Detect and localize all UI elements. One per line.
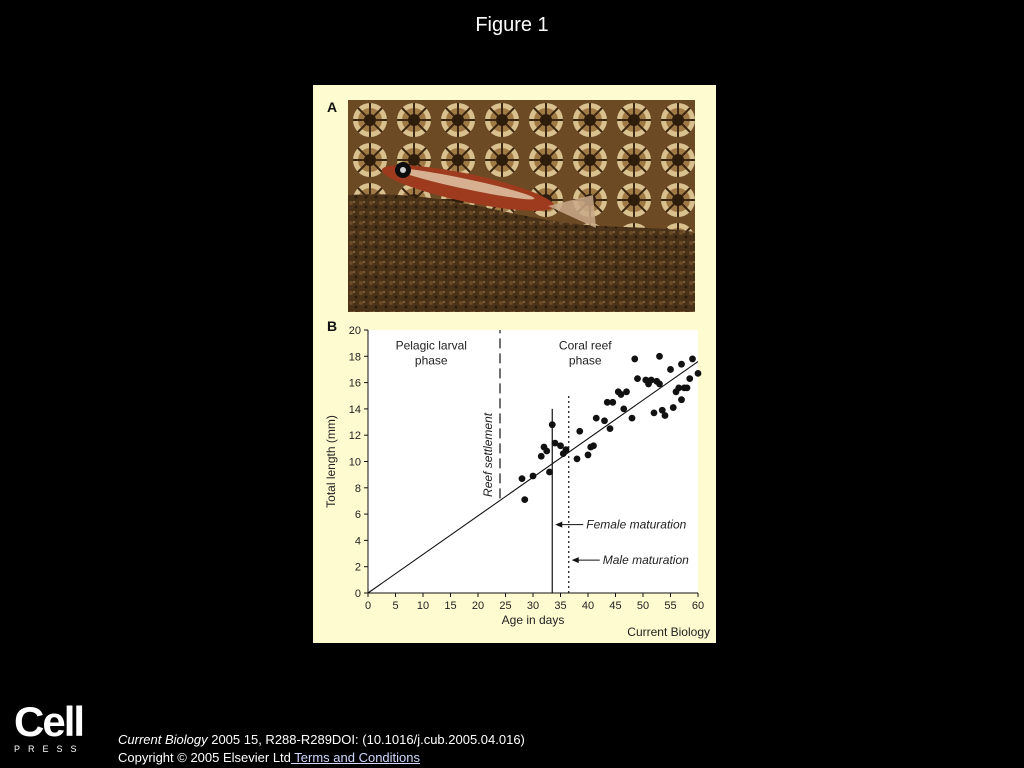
citation: Current Biology 2005 15, R288-R289DOI: (… bbox=[118, 731, 525, 767]
source-label: Current Biology bbox=[627, 625, 710, 639]
goby-on-coral-image bbox=[348, 100, 695, 312]
data-point bbox=[650, 409, 658, 417]
x-tick-label: 30 bbox=[527, 600, 539, 612]
y-axis-label: Total length (mm) bbox=[324, 415, 338, 508]
reef-settlement-label: Reef settlement bbox=[481, 412, 495, 497]
data-point bbox=[689, 355, 696, 363]
x-tick-label: 40 bbox=[582, 600, 594, 612]
data-point bbox=[675, 384, 683, 392]
data-point bbox=[546, 468, 553, 476]
x-tick-label: 5 bbox=[392, 600, 398, 612]
data-point bbox=[623, 388, 630, 396]
citation-text: 2005 15, R288-R289DOI: (10.1016/j.cub.20… bbox=[207, 732, 525, 747]
data-point bbox=[634, 375, 641, 383]
data-point bbox=[518, 475, 526, 482]
journal-name: Current Biology bbox=[118, 732, 208, 747]
x-tick-label: 15 bbox=[444, 600, 456, 612]
x-tick-label: 60 bbox=[692, 600, 704, 612]
data-point bbox=[694, 369, 702, 377]
data-point bbox=[576, 427, 584, 435]
data-point bbox=[529, 472, 537, 480]
x-tick-label: 0 bbox=[365, 600, 371, 612]
data-point bbox=[683, 384, 691, 392]
data-point bbox=[521, 496, 529, 504]
y-tick-label: 20 bbox=[349, 325, 361, 337]
data-point bbox=[590, 442, 597, 450]
x-tick-label: 25 bbox=[499, 600, 511, 612]
data-point bbox=[620, 405, 628, 413]
logo-press: PRESS bbox=[14, 744, 85, 754]
x-tick-label: 20 bbox=[472, 600, 484, 612]
data-point bbox=[686, 375, 694, 383]
x-tick-label: 55 bbox=[664, 600, 676, 612]
figure-panel: A bbox=[313, 85, 716, 643]
maturation-label: Male maturation bbox=[603, 553, 689, 567]
data-point bbox=[548, 421, 556, 429]
fish-photo bbox=[348, 100, 695, 312]
y-tick-label: 10 bbox=[349, 457, 361, 469]
copyright-text: Copyright © 2005 Elsevier Ltd bbox=[118, 750, 291, 765]
growth-chart: 0 5 10 15 20 25 30 35 40 45 50 55 60 0 2 4 6 8 10 12 14 16 18… bbox=[324, 325, 704, 627]
data-point bbox=[551, 439, 559, 447]
footer: Cell PRESS Current Biology 2005 15, R288… bbox=[0, 688, 1024, 768]
data-point bbox=[661, 412, 669, 419]
plot-area bbox=[368, 330, 698, 593]
phase-label: phase bbox=[415, 354, 448, 368]
data-point bbox=[606, 425, 614, 433]
x-axis-label: Age in days bbox=[502, 613, 565, 627]
y-tick-label: 4 bbox=[355, 535, 361, 547]
phase-label: Coral reef bbox=[559, 339, 612, 353]
y-tick-label: 0 bbox=[355, 588, 361, 600]
data-point bbox=[573, 455, 581, 463]
y-tick-label: 16 bbox=[349, 378, 361, 390]
phase-label: Pelagic larval bbox=[396, 339, 467, 353]
x-tick-label: 10 bbox=[417, 600, 429, 612]
x-tick-label: 50 bbox=[637, 600, 649, 612]
data-point bbox=[658, 406, 666, 414]
y-tick-label: 8 bbox=[355, 483, 361, 495]
x-tick-label: 45 bbox=[609, 600, 621, 612]
data-point bbox=[656, 352, 663, 360]
data-point bbox=[543, 447, 551, 455]
data-point bbox=[678, 360, 685, 368]
maturation-label: Female maturation bbox=[586, 518, 686, 532]
panel-b-label: B bbox=[327, 318, 338, 334]
data-point bbox=[631, 355, 639, 363]
arrow-head bbox=[555, 521, 563, 528]
data-point bbox=[557, 442, 564, 450]
data-point bbox=[562, 446, 570, 454]
data-point bbox=[609, 398, 617, 406]
y-tick-label: 18 bbox=[349, 351, 361, 363]
data-point bbox=[617, 391, 625, 398]
data-point bbox=[584, 451, 592, 459]
cell-press-logo: Cell PRESS bbox=[14, 698, 85, 755]
y-tick-label: 2 bbox=[355, 562, 361, 574]
data-point bbox=[669, 404, 677, 411]
data-point bbox=[628, 414, 636, 422]
y-tick-label: 14 bbox=[349, 404, 361, 416]
data-point bbox=[592, 414, 600, 422]
panel-a-label: A bbox=[327, 99, 338, 115]
data-point bbox=[667, 366, 674, 373]
arrow-head bbox=[571, 557, 579, 564]
data-point bbox=[601, 417, 608, 425]
y-tick-label: 6 bbox=[355, 509, 361, 521]
data-point bbox=[603, 398, 611, 406]
logo-word: Cell bbox=[14, 698, 85, 745]
terms-link[interactable]: Terms and Conditions bbox=[290, 750, 421, 765]
data-point bbox=[647, 376, 655, 384]
y-tick-label: 12 bbox=[349, 430, 361, 442]
phase-label: phase bbox=[569, 354, 602, 368]
data-point bbox=[537, 452, 545, 460]
data-point bbox=[678, 396, 685, 404]
data-point bbox=[656, 380, 663, 388]
slide-title: Figure 1 bbox=[475, 14, 549, 36]
x-tick-label: 35 bbox=[554, 600, 566, 612]
